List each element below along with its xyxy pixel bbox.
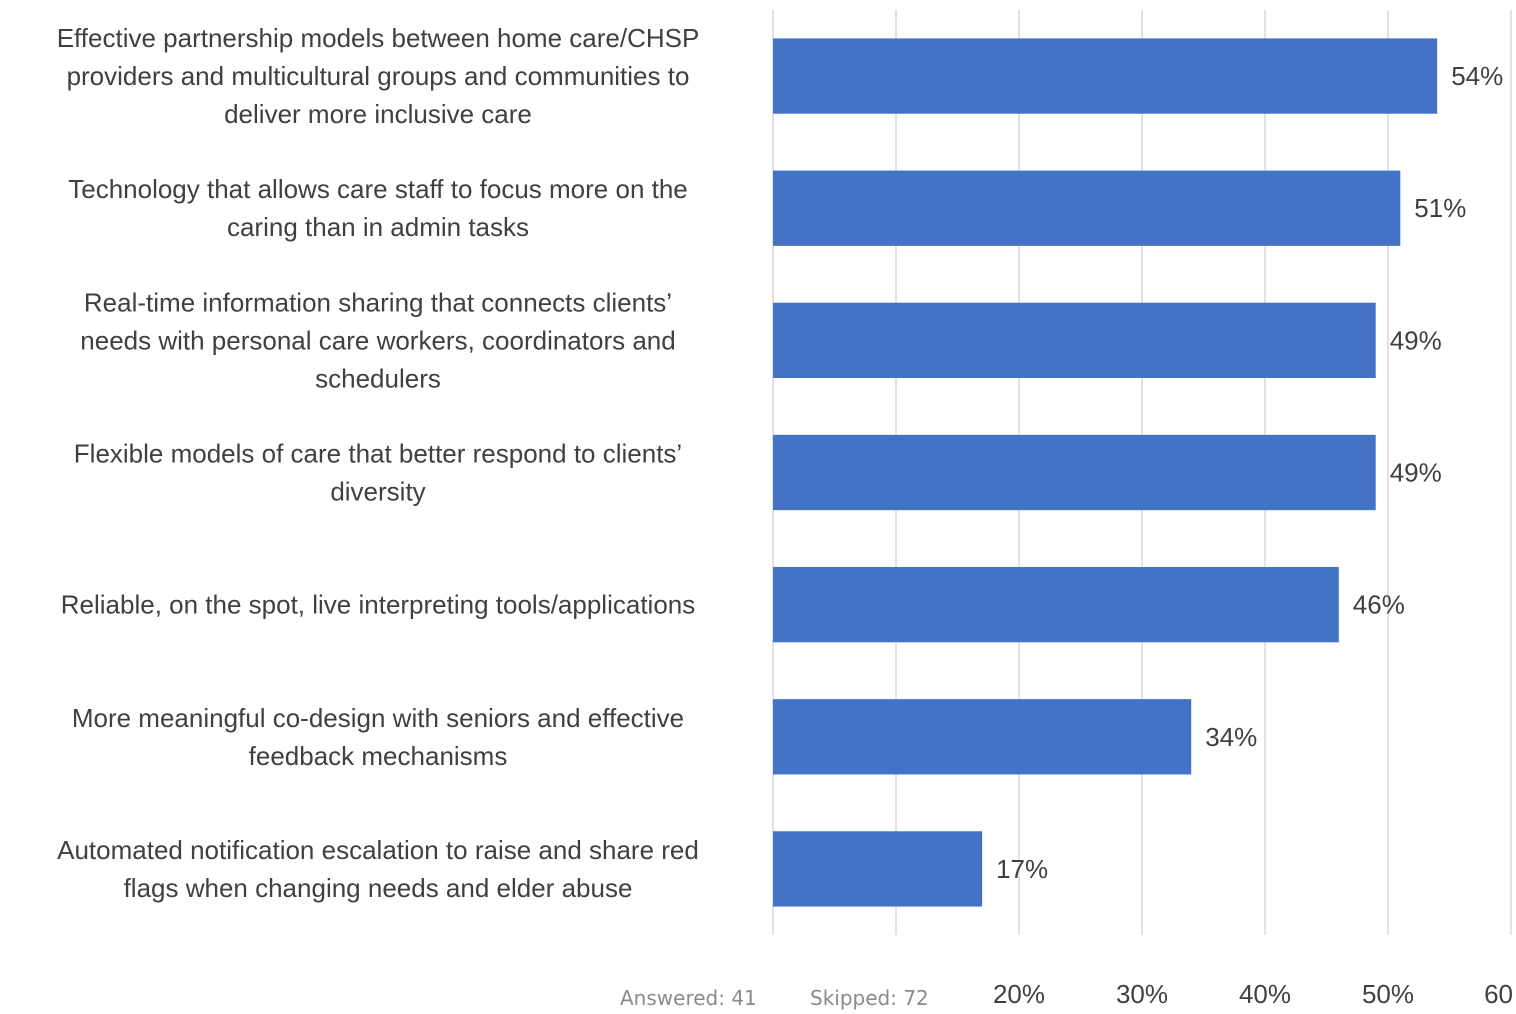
skipped-count: Skipped: 72 [810,986,929,1010]
bar [773,302,1376,379]
x-tick-label: 40% [1239,979,1291,1009]
data-label: 49% [1390,458,1442,488]
data-label: 46% [1353,590,1405,620]
data-label: 51% [1414,193,1466,223]
x-tick-label: 20% [993,979,1045,1009]
bar [773,434,1376,511]
x-tick-label: 60 [1484,979,1513,1009]
bar [773,38,1438,114]
data-label: 34% [1205,722,1257,752]
category-label: Technology that allows care staff to foc… [68,174,688,242]
data-label: 17% [996,854,1048,884]
category-label: More meaningful co-design with seniors a… [72,703,684,771]
x-axis-ticks: 20% 30% 40% 50% 60 [993,979,1513,1009]
category-label: Automated notification escalation to rai… [57,835,699,903]
category-label: Real-time information sharing that conne… [80,287,675,393]
category-labels: Effective partnership models between hom… [57,23,700,903]
data-label: 54% [1451,61,1503,91]
data-label: 49% [1390,325,1442,355]
category-label: Effective partnership models between hom… [57,23,700,129]
answered-count: Answered: 41 [620,986,757,1010]
x-tick-label: 50% [1362,979,1414,1009]
x-tick-label: 30% [1116,979,1168,1009]
data-labels: 54% 51% 49% 49% 46% 34% 17% [996,61,1503,884]
bar [773,831,983,907]
bar [773,170,1401,246]
bar [773,566,1339,643]
bars [773,38,1438,907]
bar [773,699,1192,775]
category-label: Flexible models of care that better resp… [74,439,682,507]
category-label: Reliable, on the spot, live interpreting… [61,590,696,620]
